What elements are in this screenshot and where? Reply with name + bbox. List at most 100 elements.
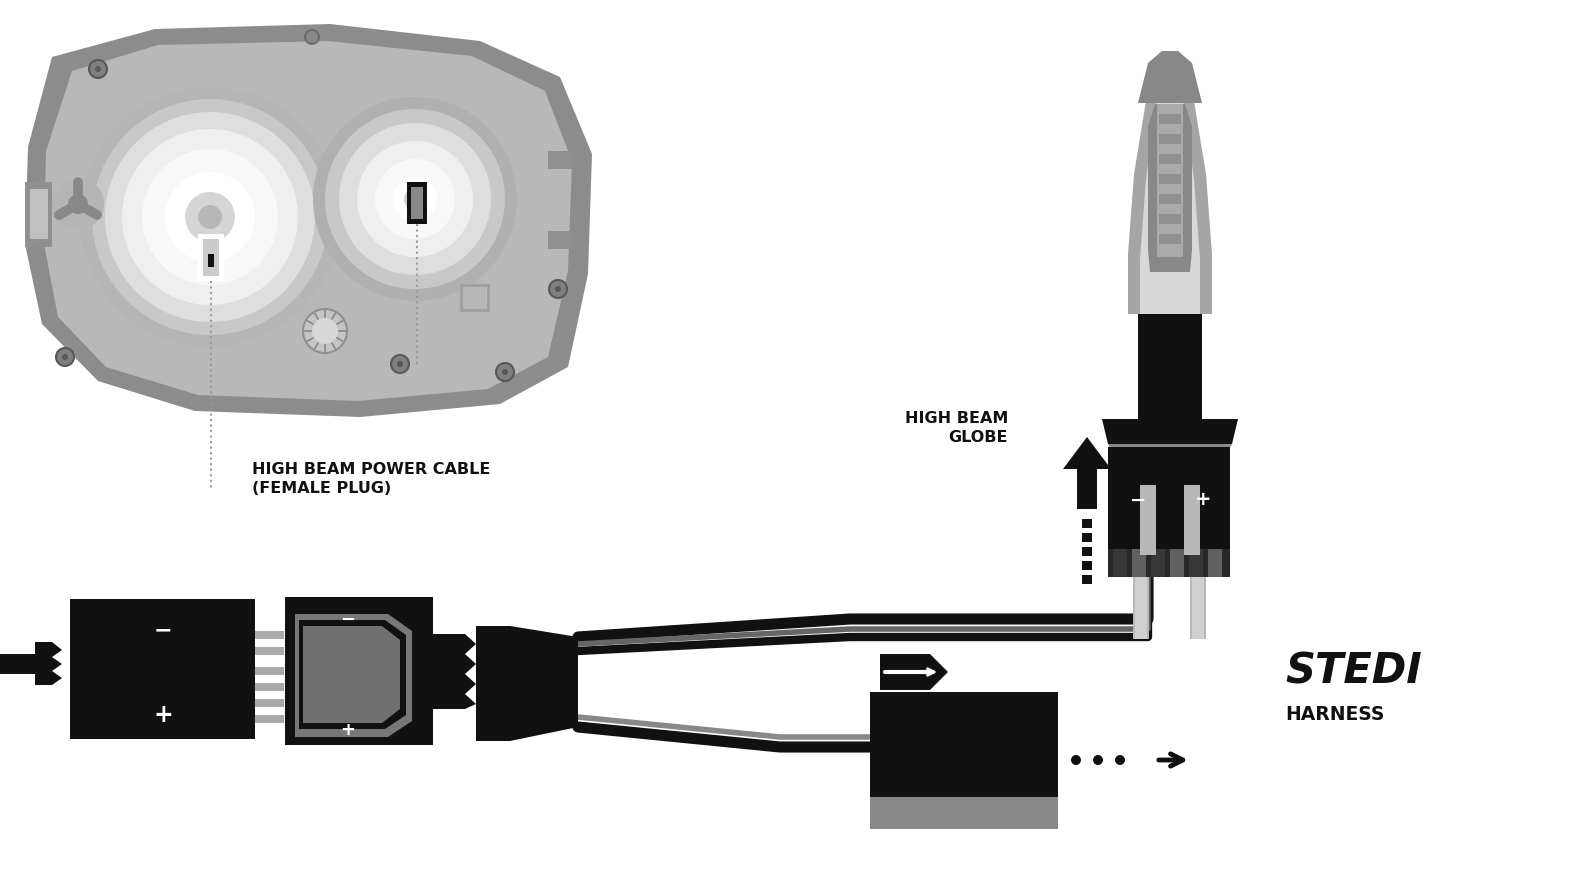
Polygon shape [304, 626, 400, 724]
Polygon shape [30, 189, 49, 239]
Polygon shape [255, 699, 285, 707]
Polygon shape [44, 42, 573, 402]
Polygon shape [547, 232, 573, 250]
Polygon shape [1107, 549, 1230, 577]
Polygon shape [1148, 105, 1192, 273]
Polygon shape [1159, 115, 1181, 125]
Polygon shape [1170, 549, 1184, 577]
Polygon shape [71, 599, 255, 739]
Polygon shape [407, 182, 426, 225]
Text: +: + [340, 720, 355, 738]
Polygon shape [1107, 445, 1232, 458]
Circle shape [495, 364, 514, 381]
Polygon shape [411, 188, 423, 220]
Circle shape [305, 31, 319, 45]
Polygon shape [1082, 561, 1092, 570]
Polygon shape [35, 642, 61, 685]
Polygon shape [1184, 458, 1206, 486]
Circle shape [374, 160, 455, 239]
Circle shape [91, 100, 329, 336]
Polygon shape [25, 25, 591, 417]
Polygon shape [1159, 235, 1181, 245]
Circle shape [502, 369, 508, 375]
Circle shape [61, 354, 68, 360]
Polygon shape [0, 654, 35, 674]
Polygon shape [1159, 195, 1181, 204]
Polygon shape [870, 797, 1059, 829]
Text: HARNESS: HARNESS [1285, 704, 1384, 724]
Polygon shape [255, 715, 285, 724]
Text: +: + [153, 702, 173, 726]
Polygon shape [208, 254, 214, 267]
Polygon shape [1133, 577, 1148, 639]
Circle shape [80, 88, 340, 347]
Circle shape [165, 173, 255, 263]
Circle shape [549, 281, 566, 299]
Polygon shape [1137, 52, 1202, 103]
Circle shape [555, 287, 562, 293]
Polygon shape [879, 654, 949, 690]
Polygon shape [1137, 315, 1202, 337]
Polygon shape [1133, 549, 1147, 577]
Polygon shape [1208, 458, 1225, 486]
Polygon shape [285, 597, 433, 745]
Polygon shape [1078, 469, 1096, 510]
Circle shape [186, 193, 234, 243]
Polygon shape [1159, 175, 1181, 185]
Polygon shape [1082, 575, 1092, 584]
Polygon shape [1184, 486, 1200, 555]
Circle shape [94, 67, 101, 73]
Circle shape [57, 348, 74, 367]
Polygon shape [1148, 458, 1170, 486]
Polygon shape [1208, 549, 1222, 577]
Polygon shape [1082, 519, 1092, 529]
Circle shape [392, 355, 409, 374]
Circle shape [393, 178, 437, 222]
Polygon shape [1192, 577, 1203, 639]
Polygon shape [1136, 577, 1147, 639]
Circle shape [52, 179, 104, 231]
Circle shape [105, 113, 315, 323]
Circle shape [304, 310, 348, 353]
Polygon shape [1159, 215, 1181, 225]
Polygon shape [1107, 447, 1230, 549]
Circle shape [90, 61, 107, 79]
Circle shape [198, 206, 222, 230]
Circle shape [340, 124, 491, 275]
Polygon shape [198, 235, 223, 282]
Polygon shape [1189, 549, 1203, 577]
Polygon shape [1063, 438, 1111, 469]
Polygon shape [1151, 549, 1166, 577]
Text: +: + [1195, 490, 1211, 509]
Polygon shape [870, 692, 1059, 797]
Polygon shape [462, 288, 488, 310]
Polygon shape [547, 152, 573, 170]
Circle shape [357, 142, 473, 258]
Circle shape [326, 110, 505, 289]
Circle shape [1115, 755, 1125, 765]
Polygon shape [1159, 135, 1181, 145]
Text: −: − [154, 619, 173, 639]
Text: HIGH BEAM
GLOBE: HIGH BEAM GLOBE [904, 410, 1008, 445]
Circle shape [1071, 755, 1081, 765]
Polygon shape [296, 614, 412, 738]
Circle shape [1093, 755, 1103, 765]
Polygon shape [459, 285, 491, 312]
Polygon shape [1115, 458, 1137, 486]
Text: −: − [1129, 490, 1147, 509]
Text: HIGH BEAM POWER CABLE
(FEMALE PLUG): HIGH BEAM POWER CABLE (FEMALE PLUG) [252, 461, 491, 496]
Circle shape [142, 150, 278, 286]
Polygon shape [1114, 549, 1126, 577]
Polygon shape [255, 683, 285, 691]
Polygon shape [25, 182, 52, 247]
Circle shape [396, 361, 403, 367]
Polygon shape [1140, 57, 1200, 315]
Polygon shape [255, 647, 285, 655]
Polygon shape [255, 631, 285, 639]
Polygon shape [299, 620, 406, 729]
Polygon shape [1128, 52, 1213, 315]
Circle shape [404, 189, 426, 210]
Polygon shape [477, 626, 577, 741]
Polygon shape [1103, 419, 1238, 445]
Circle shape [68, 195, 88, 215]
